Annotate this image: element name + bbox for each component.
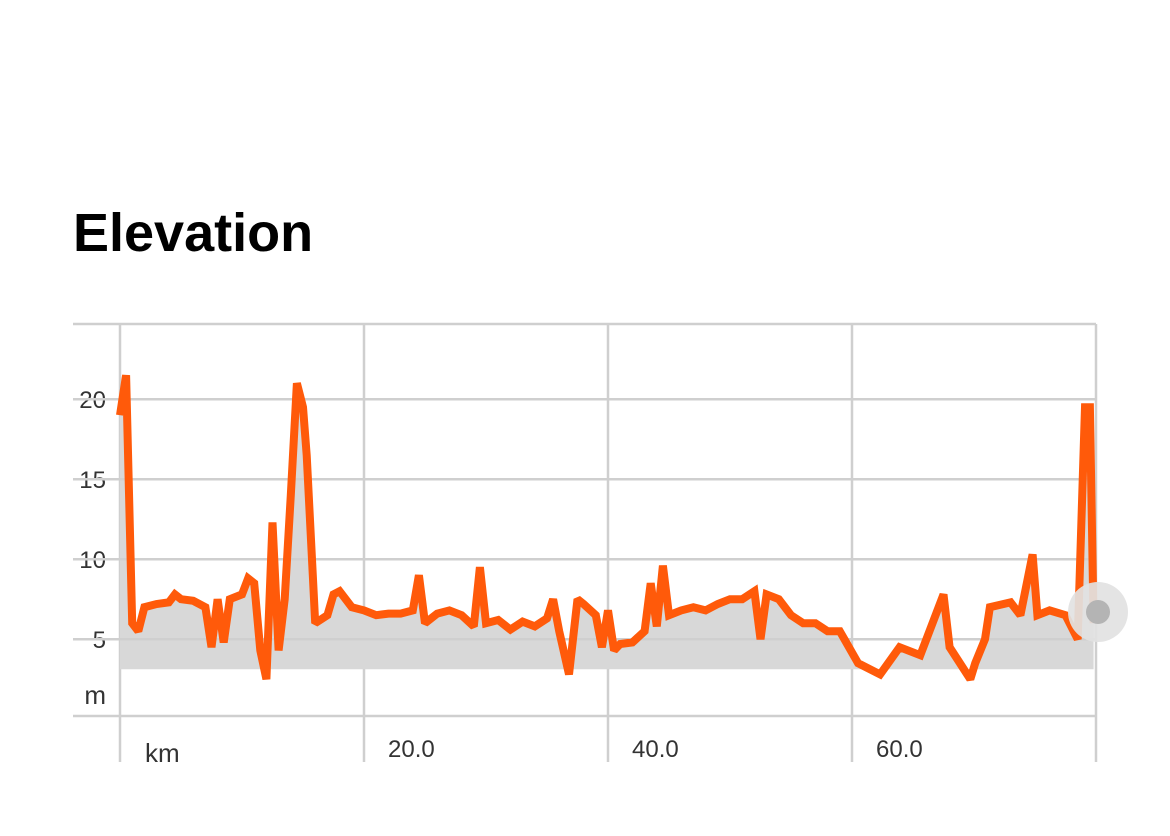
- x-tick-label: 20.0: [388, 736, 435, 763]
- y-tick-label: 5: [93, 627, 106, 654]
- x-unit: km: [145, 738, 180, 768]
- y-tick-label: 15: [79, 467, 106, 494]
- elevation-line: [116, 374, 1098, 682]
- y-tick-label: 20: [79, 387, 106, 414]
- scrub-handle[interactable]: [1068, 582, 1128, 642]
- handle-dot: [1086, 600, 1110, 624]
- y-tick-label: 10: [79, 547, 106, 574]
- x-tick-label: 40.0: [632, 736, 679, 763]
- x-tick-label: 60.0: [876, 736, 923, 763]
- chart-title: Elevation: [73, 203, 313, 263]
- y-unit: m: [84, 680, 106, 710]
